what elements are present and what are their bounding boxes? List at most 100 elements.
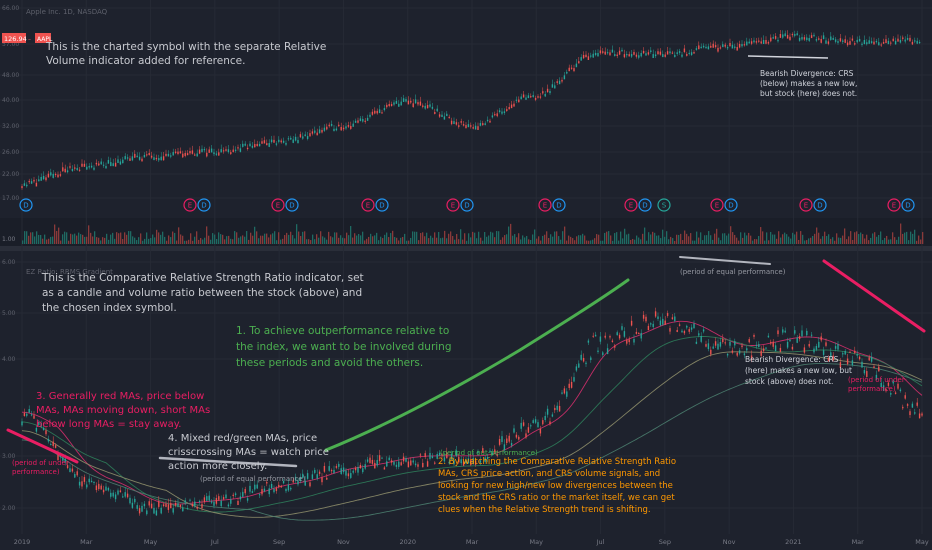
ratio-candle xyxy=(779,347,782,352)
price-candle xyxy=(854,43,856,45)
ratio-candle xyxy=(729,341,731,346)
ratio-candle xyxy=(184,500,186,503)
volume-bar xyxy=(478,231,480,244)
underperformance-line-right xyxy=(822,259,926,333)
price-candle xyxy=(254,144,256,148)
price-candle xyxy=(143,154,146,158)
ratio-candle xyxy=(801,330,803,337)
ratio-candle xyxy=(621,326,623,330)
ratio-candle xyxy=(258,494,261,496)
ratio-candle xyxy=(844,350,846,355)
price-candle xyxy=(431,106,434,109)
ratio-candle xyxy=(297,480,299,485)
volume-bar xyxy=(24,231,26,244)
ratio-candle xyxy=(285,488,287,492)
volume-bar xyxy=(738,240,740,244)
ratio-moving-averages xyxy=(21,320,923,521)
volume-bar xyxy=(494,237,496,244)
price-candle xyxy=(297,140,299,144)
volume-bar xyxy=(268,237,270,244)
price-candle xyxy=(110,162,112,167)
ratio-candle xyxy=(474,460,477,465)
volume-bar xyxy=(518,233,520,244)
volume-bar xyxy=(822,236,824,244)
ratio-candle xyxy=(599,336,602,342)
moving-average-line xyxy=(21,351,923,518)
volume-bar xyxy=(480,237,482,244)
volume-bar xyxy=(230,238,232,244)
ratio-candle xyxy=(837,344,839,350)
volume-bar xyxy=(502,237,504,244)
volume-bar xyxy=(376,232,378,244)
symbol-badge: AAPL xyxy=(37,36,53,43)
ratio-candle xyxy=(158,501,160,507)
volume-bar xyxy=(274,231,276,244)
ratio-candle xyxy=(64,458,66,463)
price-candle xyxy=(642,50,645,54)
price-candle xyxy=(98,163,100,166)
price-candle xyxy=(335,128,338,131)
volume-bar xyxy=(880,231,882,244)
volume-bar xyxy=(352,237,354,244)
price-candle xyxy=(786,34,789,39)
volume-bar xyxy=(846,239,848,244)
price-candle xyxy=(470,125,472,127)
ratio-candle xyxy=(741,345,743,348)
ratio-candle xyxy=(299,477,302,481)
price-candle xyxy=(486,119,489,122)
volume-bar xyxy=(824,231,826,244)
ratio-candle xyxy=(578,363,580,368)
ratio-candle xyxy=(710,349,712,355)
price-candle xyxy=(246,147,249,150)
price-candle xyxy=(203,149,206,151)
price-candle xyxy=(66,170,69,173)
ratio-candle xyxy=(268,488,270,495)
price-candle xyxy=(614,54,616,56)
volume-bar xyxy=(860,232,862,244)
price-candle xyxy=(676,52,678,54)
volume-bar xyxy=(748,232,750,244)
price-candle xyxy=(688,52,690,54)
symbol-badge-bg xyxy=(35,33,51,43)
volume-bar xyxy=(838,237,840,244)
volume-bar xyxy=(712,239,714,244)
volume-bar xyxy=(810,237,812,244)
ratio-candle xyxy=(275,488,278,491)
price-candle xyxy=(158,158,160,161)
price-candle xyxy=(695,48,698,50)
price-candle xyxy=(474,125,477,130)
volume-bar xyxy=(246,231,248,244)
ratio-candle xyxy=(287,484,290,491)
price-candle xyxy=(839,38,842,42)
volume-bar xyxy=(794,234,796,244)
ratio-candle xyxy=(369,457,371,463)
ratio-candle xyxy=(93,481,95,484)
price-candle xyxy=(242,143,244,147)
volume-bar xyxy=(406,240,408,244)
volume-bar xyxy=(342,237,344,244)
ratio-candle xyxy=(760,350,762,356)
earnings-marker-label: D xyxy=(642,202,647,210)
price-candle xyxy=(681,54,683,57)
ratio-candle xyxy=(554,407,556,411)
price-tick-label: 66.00 xyxy=(2,5,19,12)
volume-bar xyxy=(558,236,560,244)
earnings-marker-label: D xyxy=(379,202,384,210)
ratio-candle xyxy=(580,354,582,360)
ratio-candle xyxy=(746,348,748,351)
price-candle xyxy=(45,177,47,181)
price-candle xyxy=(791,34,794,36)
volume-bar xyxy=(696,231,698,244)
price-candle xyxy=(364,120,366,122)
ratio-candle xyxy=(695,341,698,344)
ratio-candle xyxy=(770,341,772,344)
price-candle xyxy=(539,96,542,98)
ratio-candle xyxy=(191,503,194,507)
ratio-candle xyxy=(558,405,561,412)
price-candle xyxy=(345,126,347,129)
ratio-candle xyxy=(395,464,398,467)
volume-bar xyxy=(746,235,748,244)
price-candle xyxy=(160,156,162,161)
price-candle xyxy=(414,99,417,104)
ratio-candle xyxy=(227,504,230,507)
